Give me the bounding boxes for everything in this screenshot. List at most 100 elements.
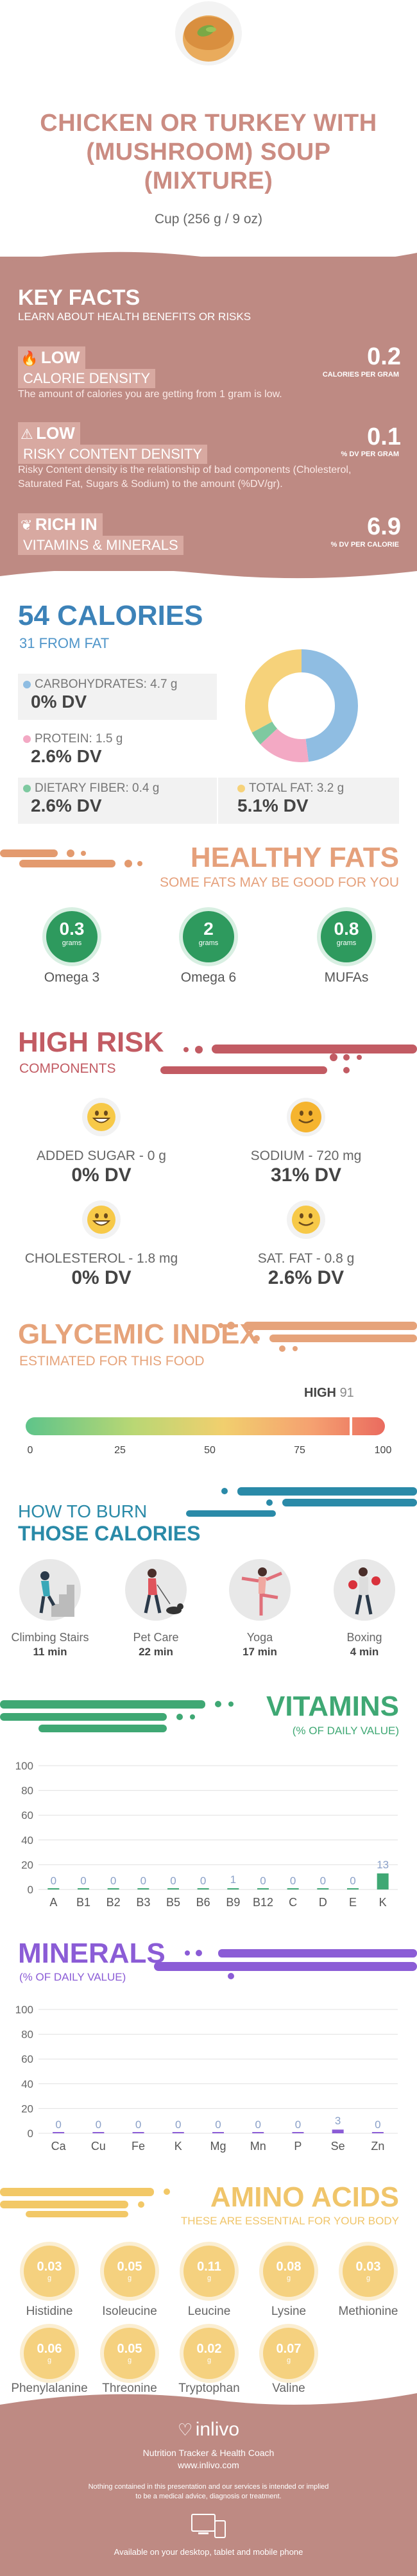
amino-unit: g <box>127 2274 132 2282</box>
mufas-label: MUFAs <box>324 970 369 985</box>
omega6-value: 2 <box>203 919 214 939</box>
minerals-subheading: (% OF DAILY VALUE) <box>19 1971 126 1983</box>
mineral-bar <box>92 2132 105 2133</box>
amino-value: 0.06 <box>37 2342 62 2356</box>
sat-fat-dv: 2.6% DV <box>268 1267 345 1288</box>
fact-unit: % DV PER GRAM <box>341 450 399 458</box>
leaf-icon: ❦ <box>21 517 33 533</box>
fact-tag: VITAMINS & MINERALS <box>18 536 183 555</box>
mineral-bar <box>371 2132 384 2133</box>
mineral-category-label: Mg <box>210 2140 226 2153</box>
dog-walk-icon <box>125 1559 187 1621</box>
vitamin-category-label: B6 <box>196 1896 210 1909</box>
stripe-decor <box>160 1045 417 1074</box>
vitamin-bar <box>377 1873 389 1889</box>
healthy-fats-heading: HEALTHY FATS <box>190 842 399 873</box>
mineral-value-label: 0 <box>295 2119 301 2131</box>
amino-circle: 0.11 g <box>183 2246 235 2297</box>
amino-label: Tryptophan <box>178 2382 240 2395</box>
mineral-value-label: 0 <box>135 2119 141 2131</box>
devices-icon <box>191 2514 226 2538</box>
amino-value: 0.05 <box>117 2260 142 2274</box>
omega6-label: Omega 6 <box>180 970 237 985</box>
carbs-label: CARBOHYDRATES: 4.7 g <box>35 678 178 691</box>
gi-tick: 25 <box>114 1445 126 1456</box>
vitamin-value-label: 0 <box>51 1875 56 1887</box>
heart-logo-icon: ♡ <box>177 2420 193 2439</box>
vitamin-bar <box>197 1888 209 1889</box>
stairs-icon <box>19 1559 81 1621</box>
smile-face-icon <box>287 1098 325 1136</box>
omega3-circle: 0.3 grams <box>46 911 98 962</box>
gi-tick: 50 <box>204 1445 216 1456</box>
activity-minutes: 4 min <box>350 1646 379 1658</box>
mineral-category-label: Fe <box>132 2140 145 2153</box>
vitamin-category-label: A <box>49 1896 57 1909</box>
y-tick-label: 80 <box>21 1785 33 1797</box>
key-facts-heading: KEY FACTS <box>18 286 140 310</box>
vitamin-value-label: 0 <box>260 1875 266 1887</box>
vitamins-heading: VITAMINS <box>266 1691 399 1722</box>
y-tick-label: 40 <box>21 2078 33 2090</box>
amino-label: Phenylalanine <box>11 2382 88 2395</box>
serving-size: Cup (256 g / 9 oz) <box>154 212 263 226</box>
stripe-decor <box>154 1949 417 1979</box>
vitamin-category-label: B5 <box>166 1896 180 1909</box>
cholesterol-dv: 0% DV <box>71 1267 132 1288</box>
y-tick-label: 20 <box>21 2103 33 2115</box>
minerals-bar-chart: 0 20 40 60 80 100 0 Ca 0 Cu 0 Fe 0 K 0 Mg 0 Mn 0 P 3 Se 0 Zn <box>15 2004 398 2153</box>
amino-label: Leucine <box>187 2305 231 2318</box>
donut-protein <box>245 649 358 762</box>
fact-badge-label: LOW <box>36 423 75 443</box>
glycemic-level: HIGH <box>304 1386 336 1400</box>
vitamin-bar <box>167 1888 179 1889</box>
fact-tag: CALORIE DENSITY <box>18 369 156 388</box>
fact-badge: 🔥 LOW <box>18 346 85 369</box>
amino-label: Methionine <box>338 2305 398 2318</box>
mineral-bar <box>172 2132 184 2133</box>
vitamin-bar <box>227 1888 239 1889</box>
stripe-decor <box>0 849 142 867</box>
carbs-box: CARBOHYDRATES: 4.7 g 0% DV <box>18 674 217 720</box>
amino-circle: 0.03 g <box>343 2246 394 2297</box>
amino-label: Histidine <box>26 2305 73 2318</box>
vitamin-value-label: 0 <box>290 1875 296 1887</box>
glycemic-marker <box>350 1412 352 1441</box>
y-tick-label: 60 <box>21 2053 33 2065</box>
y-tick-label: 100 <box>15 1760 33 1772</box>
cholesterol-label: CHOLESTEROL - 1.8 mg <box>24 1251 178 1266</box>
mineral-value-label: 0 <box>96 2119 101 2131</box>
fact-tag: RISKY CONTENT DENSITY <box>18 445 208 464</box>
title-line: CHICKEN OR TURKEY WITH <box>40 110 377 137</box>
high-risk-subheading: COMPONENTS <box>19 1061 116 1076</box>
vitamin-category-label: B9 <box>226 1896 240 1909</box>
glycemic-value: 91 <box>339 1386 354 1400</box>
mineral-bar <box>332 2129 344 2133</box>
y-tick-label: 80 <box>21 2029 33 2041</box>
mineral-category-label: Zn <box>371 2140 384 2153</box>
amino-circle: 0.08 g <box>263 2246 314 2297</box>
amino-value: 0.08 <box>276 2260 302 2274</box>
glycemic-scale-bar <box>26 1417 385 1435</box>
activity-label: Yoga <box>246 1631 273 1644</box>
burn-heading-1: HOW TO BURN <box>18 1501 148 1521</box>
amino-circle: 0.05 g <box>104 2328 155 2379</box>
fat-dot <box>237 784 245 792</box>
mineral-value-label: 3 <box>335 2115 341 2127</box>
fact-description: Risky Content density is the relationshi… <box>18 465 352 490</box>
y-tick-label: 20 <box>21 1859 33 1871</box>
activity-minutes: 17 min <box>243 1646 277 1658</box>
y-tick-label: 0 <box>28 2128 33 2140</box>
wave-divider <box>0 252 417 269</box>
fat-label: TOTAL FAT: 3.2 g <box>249 781 345 795</box>
omega6-circle: 2 grams <box>183 911 234 962</box>
title-line: (MIXTURE) <box>144 167 273 194</box>
vitamin-category-label: D <box>319 1896 327 1909</box>
activity-label: Pet Care <box>133 1631 179 1644</box>
mineral-category-label: P <box>294 2140 302 2153</box>
footer-url[interactable]: www.inlivo.com <box>178 2460 239 2470</box>
fat-box: TOTAL FAT: 3.2 g 5.1% DV <box>218 778 399 824</box>
added-sugar-dv: 0% DV <box>71 1164 132 1186</box>
vitamin-bar <box>78 1888 89 1889</box>
burn-heading-2: THOSE CALORIES <box>18 1522 201 1545</box>
